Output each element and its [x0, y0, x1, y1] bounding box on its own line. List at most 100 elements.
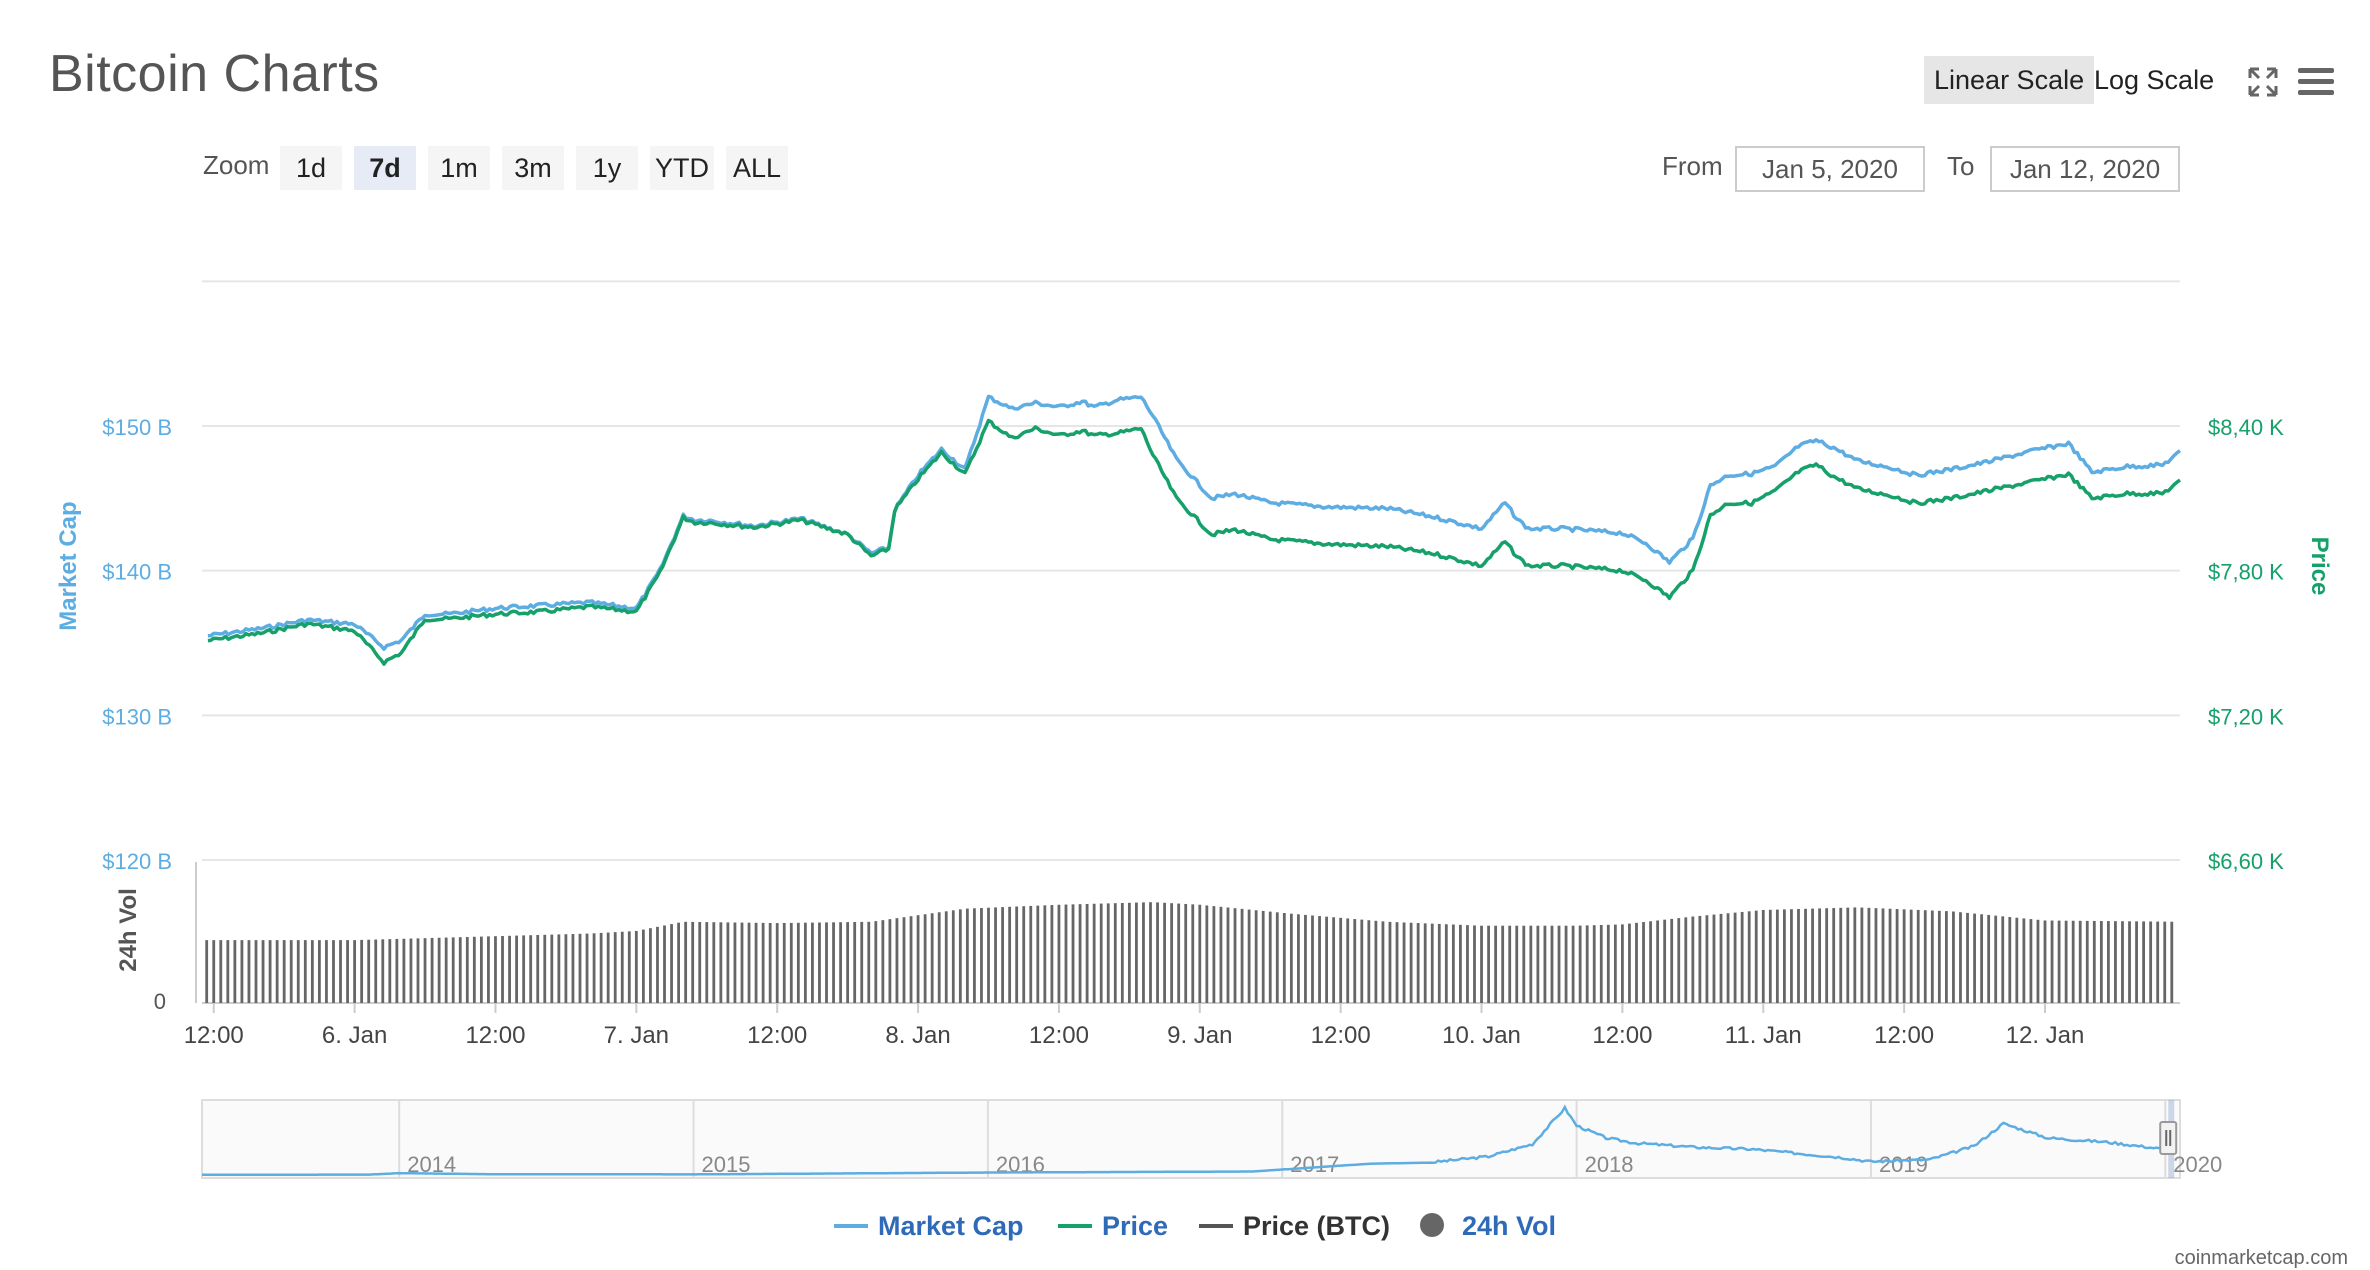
x-axis-tick: 11. Jan: [1725, 1022, 1802, 1049]
volume-bar: [811, 922, 814, 1003]
volume-bar: [1966, 912, 1969, 1003]
left-axis-tick: $140 B: [102, 560, 172, 585]
volume-bar: [501, 935, 504, 1003]
zoom-ytd-button[interactable]: YTD: [650, 146, 714, 190]
volume-bar: [1156, 902, 1159, 1003]
volume-bar: [1550, 925, 1554, 1003]
volume-bar: [684, 921, 688, 1003]
zoom-1m-button[interactable]: 1m: [428, 146, 490, 190]
volume-bar: [2071, 920, 2075, 1003]
footer-credit: coinmarketcap.com: [2174, 1247, 2348, 1269]
page-title: Bitcoin Charts: [49, 45, 380, 103]
left-axis-tick: $120 B: [102, 849, 172, 874]
navigator-handle[interactable]: [2159, 1121, 2178, 1155]
volume-bar: [860, 921, 864, 1003]
volume-bar: [606, 932, 610, 1003]
zoom-3m-button[interactable]: 3m: [502, 146, 564, 190]
volume-bar: [416, 938, 420, 1003]
from-date-input[interactable]: Jan 5, 2020: [1735, 146, 1925, 192]
right-axis-title: Price: [2306, 537, 2333, 596]
volume-bar: [888, 919, 892, 1003]
volume-bar: [1430, 923, 1434, 1003]
volume-bar: [994, 907, 997, 1003]
legend-item[interactable]: Market Cap: [834, 1211, 1024, 1241]
volume-bar: [332, 940, 335, 1003]
volume-bar: [275, 940, 279, 1003]
volume-bar: [1036, 905, 1040, 1003]
volume-bar: [564, 934, 568, 1003]
zoom-1d-button[interactable]: 1d: [280, 146, 342, 190]
volume-bar: [599, 932, 603, 1003]
volume-bar: [909, 916, 913, 1003]
navigator-year-label: 2017: [1290, 1152, 1339, 1177]
volume-bar: [2015, 917, 2019, 1003]
volume-bar: [515, 935, 519, 1003]
volume-bar: [1487, 925, 1490, 1003]
x-axis-tick: 12:00: [1311, 1022, 1371, 1049]
volume-bar: [522, 935, 526, 1003]
volume-bar: [282, 940, 286, 1003]
volume-bar: [1797, 909, 1800, 1003]
volume-bar: [1860, 907, 1864, 1003]
volume-bar: [409, 938, 413, 1003]
volume-bar: [543, 934, 547, 1003]
to-date-input[interactable]: Jan 12, 2020: [1990, 146, 2180, 192]
volume-bar: [818, 922, 821, 1003]
x-axis-tick: 6. Jan: [322, 1022, 387, 1049]
volume-bar: [1381, 921, 1385, 1003]
log-scale-button[interactable]: Log Scale: [2094, 65, 2215, 95]
volume-bar: [423, 938, 427, 1003]
volume-bar: [691, 921, 695, 1003]
volume-bar: [2092, 920, 2096, 1003]
volume-bar: [1930, 910, 1934, 1003]
volume-bar: [1226, 907, 1230, 1003]
volume-bar: [1064, 904, 1068, 1003]
volume-bar: [1247, 909, 1251, 1003]
expand-icon[interactable]: [2247, 66, 2279, 98]
volume-bar: [902, 917, 906, 1003]
volume-bar: [451, 937, 455, 1003]
volume-bar: [1923, 910, 1927, 1003]
volume-bar: [1374, 920, 1378, 1003]
volume-bar: [1198, 904, 1202, 1003]
zoom-all-button[interactable]: ALL: [726, 146, 788, 190]
volume-bar: [846, 922, 850, 1003]
volume-bar: [2022, 918, 2026, 1003]
volume-bar: [1740, 911, 1744, 1003]
x-axis-tick: 10. Jan: [1442, 1022, 1521, 1049]
volume-bar: [881, 920, 885, 1003]
legend-item[interactable]: Price: [1058, 1211, 1168, 1241]
linear-scale-button[interactable]: Linear Scale: [1924, 56, 2095, 104]
volume-bar: [944, 911, 948, 1003]
legend: Market Cap Price Price (BTC) 24h Vol: [834, 1211, 1556, 1241]
volume-bar: [1839, 907, 1843, 1003]
volume-bars: [205, 902, 2174, 1003]
volume-bar: [536, 935, 540, 1003]
volume-bar: [2163, 921, 2167, 1003]
volume-bar: [1029, 905, 1033, 1003]
volume-bar: [388, 939, 392, 1003]
volume-bar: [867, 921, 871, 1003]
volume-bar: [1522, 925, 1526, 1003]
volume-bar: [987, 907, 990, 1003]
volume-bar: [1628, 923, 1631, 1003]
legend-item[interactable]: Price (BTC): [1199, 1211, 1390, 1241]
zoom-7d-button[interactable]: 7d: [354, 146, 416, 190]
volume-bar: [233, 940, 237, 1003]
volume-bar: [2085, 920, 2089, 1003]
volume-bar: [571, 934, 575, 1003]
volume-bar: [2078, 920, 2082, 1003]
volume-bar: [951, 910, 955, 1003]
legend-item[interactable]: 24h Vol: [1420, 1211, 1556, 1241]
x-axis-tick: 12:00: [1029, 1022, 1089, 1049]
volume-bar: [1120, 902, 1124, 1003]
volume-bar: [1677, 918, 1681, 1003]
volume-bar: [1571, 925, 1575, 1003]
volume-bar: [1536, 925, 1540, 1003]
volume-bar: [980, 907, 983, 1003]
x-axis-tick: 12:00: [184, 1022, 244, 1049]
hamburger-menu-icon[interactable]: [2296, 66, 2336, 98]
volume-bar: [733, 922, 737, 1003]
series-lines: [207, 394, 2182, 666]
zoom-1y-button[interactable]: 1y: [576, 146, 638, 190]
